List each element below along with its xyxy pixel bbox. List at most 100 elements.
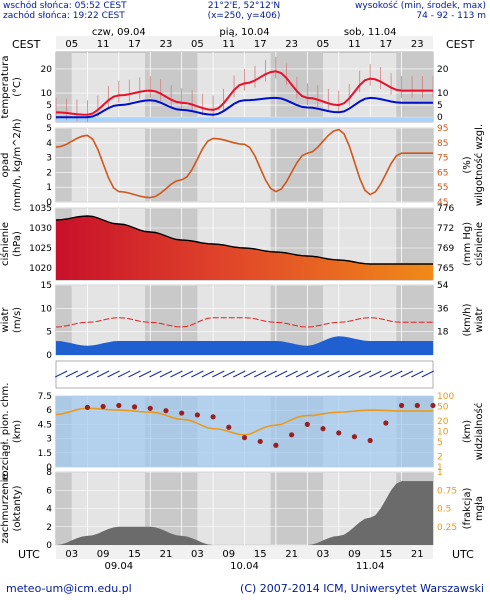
sunrise-text: wschód słońca: 05:52 CEST <box>3 0 127 11</box>
hour-label-bottom: 21 <box>160 549 173 560</box>
grid-text: (x=250, y=406) <box>208 11 281 21</box>
wind-arrow <box>117 370 131 378</box>
wind-arrow <box>421 370 434 378</box>
wind-arrow <box>390 370 403 378</box>
panel-temperature: 0 5 10 20 temperatura (°C) 0 5 10 20 <box>0 51 449 123</box>
y-tick-label-right: 0.5 <box>437 505 451 515</box>
wind-arrow <box>274 370 288 378</box>
y-tick-label: 5 <box>46 328 52 338</box>
y-axis-unit-right: (frakcja) <box>462 488 473 530</box>
wind-direction-strip <box>55 360 434 389</box>
data-point <box>430 402 436 409</box>
day-label-top: pią, 10.04 <box>219 27 269 38</box>
hour-strip-top <box>56 36 433 49</box>
y-axis-unit-right: (km) <box>462 420 473 443</box>
hour-label-bottom: 03 <box>317 549 330 560</box>
y-tick-label-right: 0.75 <box>437 486 457 496</box>
day-label-top: sob, 11.04 <box>344 27 397 38</box>
series-line <box>55 407 433 436</box>
y-tick-label-right: 45 <box>437 198 448 208</box>
wind-arrow <box>201 370 215 378</box>
y-tick-label-right: 20 <box>437 417 449 427</box>
data-point <box>414 402 420 409</box>
y-tick-label: 0 <box>46 541 52 551</box>
wind-arrow <box>243 370 256 378</box>
wind-arrow <box>285 370 298 378</box>
footer-email[interactable]: meteo-um@icm.edu.pl <box>6 582 132 595</box>
wind-arrow <box>264 370 277 378</box>
data-point <box>320 426 326 432</box>
y-tick-label: 10 <box>41 89 53 99</box>
data-point <box>273 442 279 448</box>
y-tick-label: 20 <box>41 65 53 75</box>
night-band <box>56 52 72 122</box>
day-label-bottom: 09.04 <box>105 561 134 572</box>
y-tick-label: 0 <box>46 198 52 208</box>
night-band <box>56 128 72 202</box>
y-tick-label-right: 2 <box>437 452 443 462</box>
y-tick-label: 2 <box>46 168 52 178</box>
y-tick-label-right: 50 <box>437 403 449 413</box>
y-tick-label: 10 <box>41 304 53 314</box>
y-axis-label: temperatura <box>0 55 11 118</box>
time-axis-top: 05 11 17 23 05 11 17 23 05 11 17 23 czw, 09.04 pią, 1… <box>56 27 433 50</box>
y-axis-label: opad <box>0 153 11 178</box>
y-axis-unit-right: (km/h) <box>462 303 473 336</box>
wind-arrow <box>327 370 340 378</box>
hour-label-bottom: 21 <box>285 549 298 560</box>
y-tick-label-right: 95 <box>437 124 448 134</box>
y-tick-label: 1025 <box>29 244 52 254</box>
hour-label-top: 05 <box>65 39 78 50</box>
y-tick-label: 6 <box>46 406 52 416</box>
y-tick-label: 0 <box>46 351 52 361</box>
sunset-text: zachód słońca: 19:22 CEST <box>3 10 125 21</box>
timezone-bottom-left: UTC <box>18 548 40 561</box>
y-axis-unit-right: (mm Hg) <box>462 222 473 266</box>
y-axis-unit: (km) <box>12 420 23 443</box>
y-tick-label-right: 0 <box>437 113 443 123</box>
y-tick-label: 0 <box>46 113 52 123</box>
y-axis-label-right: widzialność <box>473 403 485 460</box>
y-tick-label: 1 <box>46 183 52 193</box>
y-axis-unit: (hPa) <box>12 231 23 257</box>
wind-arrow <box>369 370 382 378</box>
y-tick-label-right: 55 <box>437 183 448 193</box>
hour-label-bottom: 03 <box>191 549 204 560</box>
hour-label-top: 23 <box>160 39 173 50</box>
wind-arrow <box>65 370 78 378</box>
y-tick-label-right: 65 <box>437 168 448 178</box>
wind-arrow <box>55 370 68 378</box>
sky-fill <box>56 396 433 467</box>
y-axis-label-right: wilgotność wzgl. <box>473 124 485 206</box>
series-line <box>55 215 433 265</box>
y-tick-label: 1.5 <box>38 449 52 459</box>
panel-frame <box>55 360 434 389</box>
hour-strip-bottom <box>56 546 433 559</box>
day-label-top: czw, 09.04 <box>92 27 146 38</box>
wind-arrow <box>170 370 183 378</box>
y-axis-label: wiatr <box>0 307 11 333</box>
data-point <box>147 405 153 411</box>
y-tick-label-right: 765 <box>437 264 454 274</box>
series-area <box>56 481 433 545</box>
y-tick-label: 5 <box>46 124 52 134</box>
hour-label-top: 17 <box>380 39 393 50</box>
y-axis-unit: (m/s) <box>12 307 23 333</box>
y-axis-label: ciśnienie <box>0 222 11 266</box>
y-axis-unit: (oktanty) <box>12 485 23 531</box>
ground-strip <box>56 117 433 122</box>
y-tick-label-right: 10 <box>437 89 449 99</box>
wind-arrow <box>107 370 120 378</box>
series-line <box>55 70 433 116</box>
y-axis-label: zachmurzenie <box>0 473 11 543</box>
footer-copyright: (C) 2007-2014 ICM, Uniwersytet Warszawsk… <box>240 582 484 595</box>
y-tick-label-right: 100 <box>437 392 454 402</box>
data-point <box>194 412 200 418</box>
y-tick-label-right: 10 <box>437 428 449 438</box>
wind-arrow <box>180 370 194 378</box>
hour-label-top: 17 <box>128 39 141 50</box>
